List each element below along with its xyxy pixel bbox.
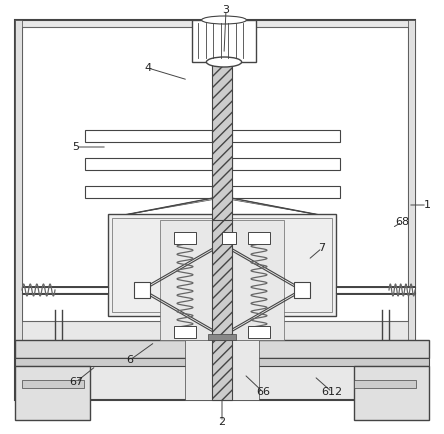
- Bar: [208, 334, 236, 340]
- Bar: [108, 214, 336, 316]
- Bar: [174, 326, 196, 338]
- Bar: [85, 130, 212, 142]
- Text: 6: 6: [127, 355, 134, 365]
- Text: 7: 7: [318, 243, 325, 253]
- Bar: [15, 366, 90, 420]
- Bar: [232, 158, 340, 170]
- Bar: [15, 20, 22, 400]
- Bar: [22, 27, 408, 321]
- Bar: [222, 232, 236, 244]
- Bar: [192, 20, 256, 62]
- Text: 4: 4: [144, 63, 151, 73]
- Bar: [174, 232, 196, 244]
- Bar: [22, 380, 84, 388]
- Bar: [85, 158, 212, 170]
- Ellipse shape: [206, 57, 242, 67]
- Text: 68: 68: [395, 217, 409, 227]
- Bar: [15, 340, 429, 358]
- Bar: [232, 130, 340, 142]
- Bar: [112, 218, 332, 312]
- Text: 3: 3: [222, 5, 230, 15]
- Bar: [160, 220, 284, 340]
- Bar: [336, 286, 415, 294]
- Bar: [354, 366, 429, 420]
- Text: 66: 66: [256, 387, 270, 397]
- Bar: [15, 358, 429, 366]
- Bar: [294, 282, 310, 298]
- Bar: [248, 232, 270, 244]
- Bar: [354, 380, 416, 388]
- Ellipse shape: [202, 16, 246, 24]
- Text: 2: 2: [218, 417, 226, 427]
- Bar: [22, 286, 108, 294]
- Bar: [212, 220, 232, 340]
- Bar: [212, 62, 232, 400]
- Bar: [134, 282, 150, 298]
- Text: 5: 5: [72, 142, 79, 152]
- Bar: [185, 340, 259, 400]
- Text: 67: 67: [69, 377, 83, 387]
- Text: 612: 612: [321, 387, 343, 397]
- Bar: [85, 186, 212, 198]
- Text: 1: 1: [424, 200, 431, 210]
- Bar: [248, 326, 270, 338]
- Bar: [408, 20, 415, 400]
- Bar: [232, 186, 340, 198]
- Bar: [15, 20, 415, 400]
